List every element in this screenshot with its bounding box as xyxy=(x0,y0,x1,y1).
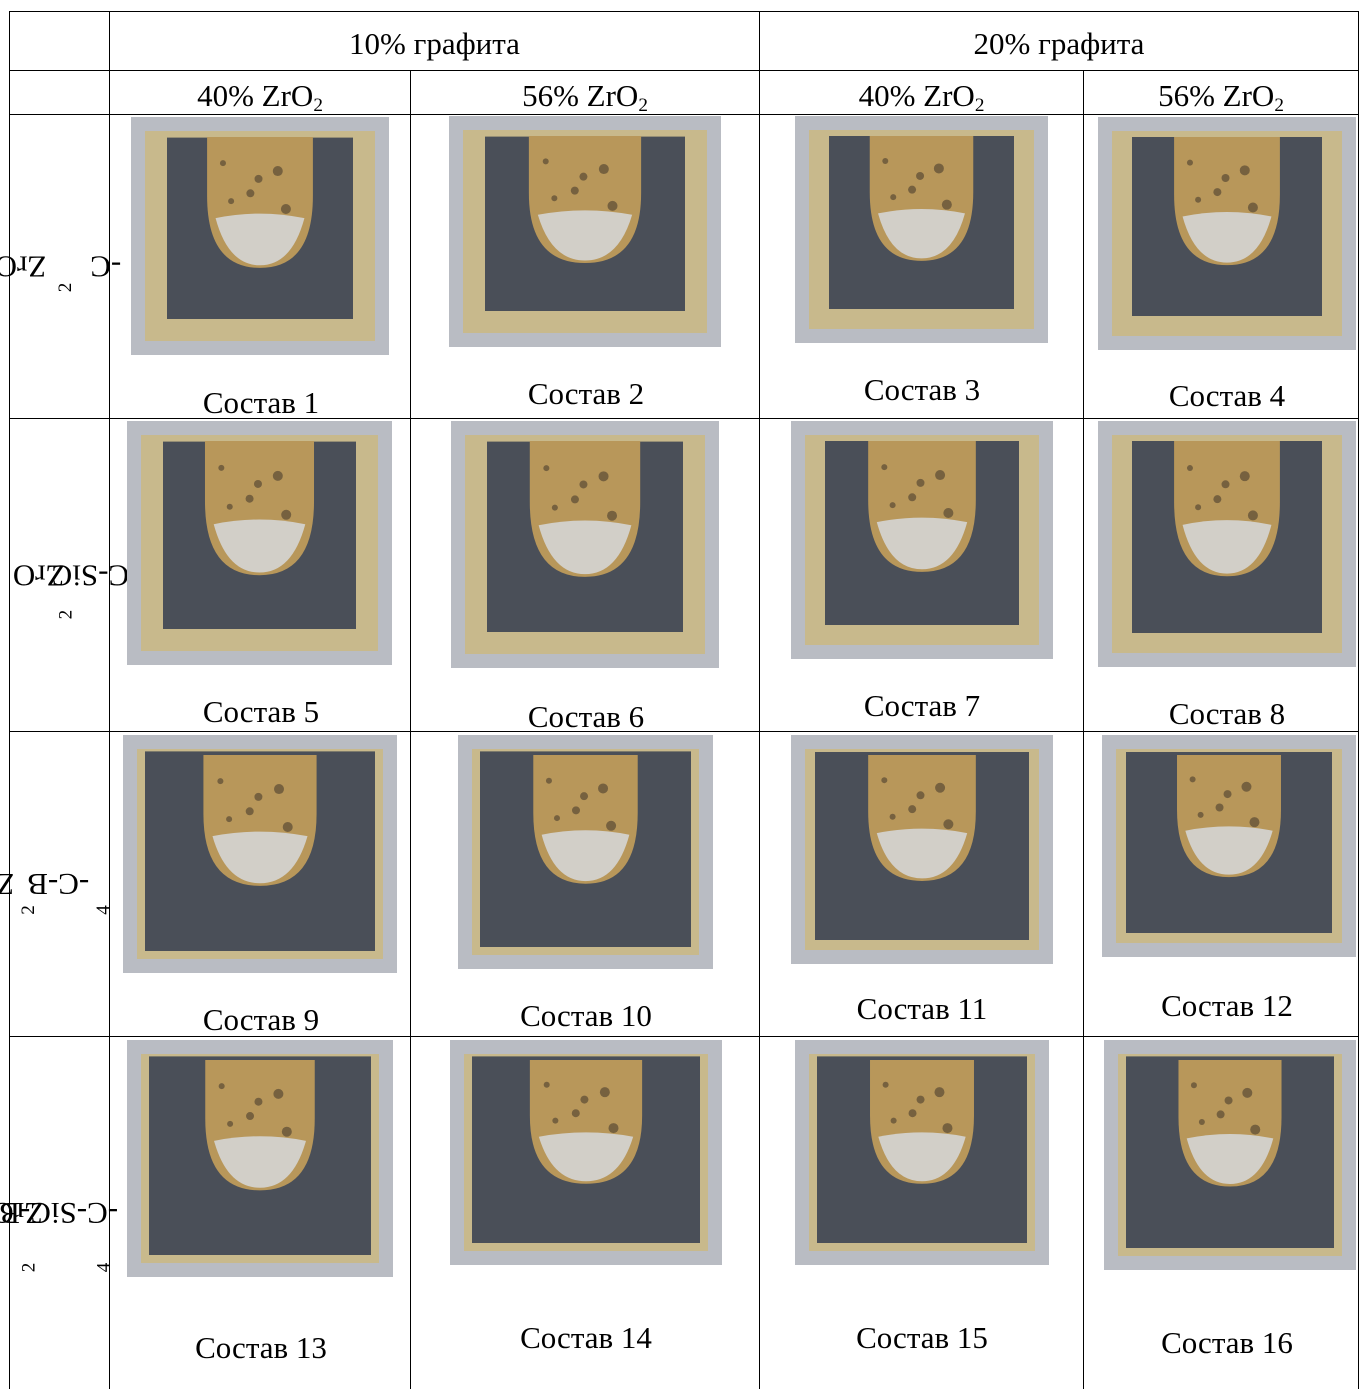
column-header: 56% ZrO2 xyxy=(1158,78,1284,116)
sample-photo xyxy=(791,421,1053,659)
caption: Состав 3 xyxy=(863,372,981,407)
sample-photo xyxy=(795,116,1048,343)
column-group-header: 10% графита xyxy=(349,26,520,61)
sample-photo xyxy=(450,1040,722,1265)
sample-photo xyxy=(795,1040,1049,1265)
sample-photo xyxy=(458,735,713,969)
sample-photo xyxy=(131,117,389,355)
caption: Состав 9 xyxy=(202,1002,320,1037)
column-header: 40% ZrO2 xyxy=(197,78,323,116)
caption: Состав 4 xyxy=(1168,378,1286,413)
row-label: ZrO2-C-B4C xyxy=(0,867,164,915)
caption: Состав 14 xyxy=(520,1320,652,1355)
caption: Состав 5 xyxy=(202,694,320,729)
table-divider xyxy=(9,70,1359,71)
caption: Состав 12 xyxy=(1161,988,1293,1023)
sample-photo xyxy=(449,116,721,347)
table-divider xyxy=(9,114,1359,115)
caption: Состав 1 xyxy=(202,385,320,420)
sample-photo xyxy=(1102,735,1356,957)
table-divider xyxy=(1083,70,1084,1389)
caption: Состав 6 xyxy=(527,699,645,734)
sample-photo xyxy=(451,421,719,668)
table-divider xyxy=(410,70,411,1389)
table-divider xyxy=(9,1036,1359,1037)
row-label: ZrO 2 -C-SiC xyxy=(12,557,140,619)
sample-photo xyxy=(127,1040,393,1277)
column-header: 40% ZrO2 xyxy=(858,78,985,116)
column-group-header: 20% графита xyxy=(973,26,1145,61)
table-border-top xyxy=(9,11,1359,12)
caption: Состав 8 xyxy=(1168,696,1286,731)
row-label: ZrO2-C-SiC-B4C xyxy=(0,1196,192,1273)
table-divider xyxy=(759,11,760,1389)
table-divider xyxy=(109,11,110,1389)
caption: Состав 2 xyxy=(527,376,645,411)
sample-photo xyxy=(127,421,392,665)
caption: Состав 10 xyxy=(520,998,652,1033)
table-divider xyxy=(9,418,1359,419)
column-header: 56% ZrO2 xyxy=(522,78,648,116)
row-label: ZrO2-C xyxy=(0,249,122,293)
sample-photo xyxy=(791,735,1053,964)
sample-photo xyxy=(1098,117,1356,350)
caption: Состав 15 xyxy=(856,1320,988,1355)
table-border-left xyxy=(9,11,10,1389)
sample-photo xyxy=(123,735,397,973)
caption: Состав 11 xyxy=(856,991,988,1026)
sample-photo xyxy=(1098,421,1356,667)
caption: Состав 7 xyxy=(863,688,981,723)
table-divider xyxy=(9,731,1359,732)
sample-photo xyxy=(1104,1040,1356,1270)
caption: Состав 13 xyxy=(195,1330,327,1365)
caption: Состав 16 xyxy=(1161,1325,1293,1360)
